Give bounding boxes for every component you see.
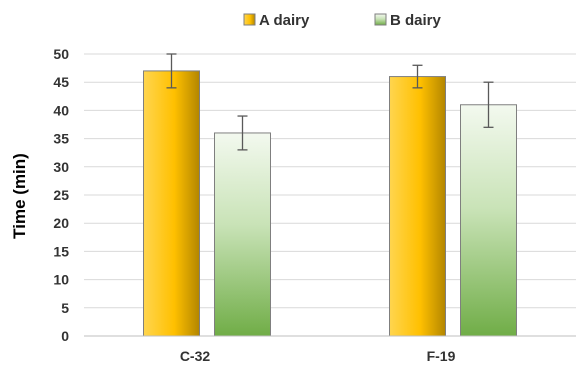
legend-label: A dairy [259,12,310,29]
x-category-label: F-19 [427,348,456,364]
error-bar [237,115,248,151]
error-bar [166,53,177,89]
bar-a-dairy-f-19 [389,76,446,337]
x-axis-labels: C-32 F-19 [180,348,456,364]
y-tick-label: 35 [53,131,69,147]
legend-label: B dairy [390,12,442,29]
y-tick-label: 10 [53,272,69,288]
y-tick-label: 50 [53,46,69,62]
y-axis-ticks: 0 5 10 15 20 25 30 35 40 45 50 [53,46,69,344]
x-category-label: C-32 [180,348,211,364]
legend-item: A dairy [243,12,310,29]
bar-b-dairy-f-19 [460,104,517,337]
y-axis-title: Time (min) [10,153,29,239]
error-bars [166,53,494,151]
error-bar [412,64,423,89]
bar-a-dairy-c-32 [143,70,200,337]
legend-swatch [243,13,256,26]
y-tick-label: 45 [53,74,69,90]
y-tick-label: 30 [53,159,69,175]
bar-b-dairy-c-32 [214,132,271,337]
y-tick-label: 0 [61,328,69,344]
y-tick-label: 20 [53,215,69,231]
y-tick-label: 15 [53,243,69,259]
legend-swatch [374,13,387,26]
y-tick-label: 5 [61,300,69,316]
y-tick-label: 40 [53,102,69,118]
error-bar [483,81,494,128]
legend: A dairy B dairy [243,12,442,29]
y-tick-label: 25 [53,187,69,203]
legend-item: B dairy [374,12,442,29]
